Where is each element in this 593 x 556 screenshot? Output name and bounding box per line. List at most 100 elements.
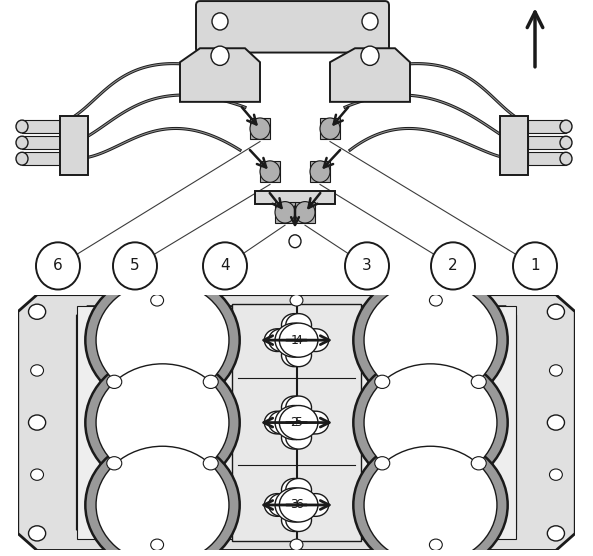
Circle shape: [28, 415, 46, 430]
Polygon shape: [260, 161, 280, 182]
Circle shape: [364, 281, 497, 399]
Circle shape: [353, 272, 508, 408]
Circle shape: [107, 456, 122, 470]
Circle shape: [320, 118, 340, 140]
Bar: [22, 136, 60, 149]
Text: 1: 1: [530, 259, 540, 274]
Text: 4: 4: [220, 259, 230, 274]
Circle shape: [85, 437, 240, 556]
Circle shape: [260, 161, 280, 182]
Circle shape: [353, 437, 508, 556]
Text: 5: 5: [295, 416, 302, 429]
Circle shape: [547, 415, 565, 430]
Circle shape: [560, 120, 572, 133]
Circle shape: [203, 242, 247, 290]
Bar: [500, 116, 528, 175]
Circle shape: [264, 494, 290, 517]
Circle shape: [345, 242, 389, 290]
Circle shape: [286, 344, 311, 366]
Circle shape: [375, 375, 390, 389]
Circle shape: [203, 375, 218, 389]
Circle shape: [286, 314, 311, 336]
Circle shape: [282, 314, 307, 336]
Circle shape: [28, 304, 46, 319]
Circle shape: [303, 329, 329, 351]
Polygon shape: [180, 48, 260, 102]
Circle shape: [264, 329, 290, 351]
Circle shape: [279, 405, 318, 440]
Circle shape: [151, 539, 164, 550]
Circle shape: [96, 281, 229, 399]
Circle shape: [303, 494, 329, 517]
Circle shape: [471, 456, 486, 470]
Bar: [22, 152, 60, 165]
Text: 6: 6: [53, 259, 63, 274]
Circle shape: [550, 365, 562, 376]
Text: 2: 2: [448, 259, 458, 274]
Circle shape: [279, 488, 318, 522]
Circle shape: [275, 405, 314, 440]
Circle shape: [113, 242, 157, 290]
Circle shape: [362, 13, 378, 30]
Circle shape: [289, 235, 301, 248]
Circle shape: [203, 456, 218, 470]
Circle shape: [286, 426, 311, 449]
Circle shape: [361, 46, 379, 66]
Circle shape: [269, 411, 294, 434]
Circle shape: [275, 323, 314, 357]
Circle shape: [299, 329, 324, 351]
Polygon shape: [275, 202, 295, 223]
Bar: [60, 116, 88, 175]
Polygon shape: [295, 202, 315, 223]
Bar: [76, 306, 291, 539]
Circle shape: [282, 509, 307, 532]
Circle shape: [303, 411, 329, 434]
Circle shape: [16, 136, 28, 149]
Circle shape: [282, 344, 307, 366]
Circle shape: [431, 242, 475, 290]
Polygon shape: [250, 118, 270, 140]
Circle shape: [211, 46, 229, 66]
Polygon shape: [310, 161, 330, 182]
Circle shape: [353, 354, 508, 491]
Circle shape: [85, 354, 240, 491]
Circle shape: [250, 118, 270, 140]
Text: 3: 3: [362, 259, 372, 274]
Circle shape: [429, 295, 442, 306]
Circle shape: [16, 152, 28, 165]
Text: 4: 4: [295, 334, 302, 346]
Circle shape: [275, 202, 295, 223]
Text: 3: 3: [291, 499, 298, 512]
Circle shape: [264, 411, 290, 434]
Circle shape: [310, 161, 330, 182]
Circle shape: [295, 202, 315, 223]
Circle shape: [550, 469, 562, 480]
Polygon shape: [18, 295, 575, 550]
Circle shape: [36, 242, 80, 290]
Circle shape: [279, 323, 318, 357]
Circle shape: [269, 494, 294, 517]
Circle shape: [31, 469, 43, 480]
Circle shape: [560, 136, 572, 149]
Circle shape: [364, 364, 497, 481]
Circle shape: [269, 329, 294, 351]
Circle shape: [547, 304, 565, 319]
Bar: [255, 191, 335, 203]
Circle shape: [96, 364, 229, 481]
Circle shape: [31, 365, 43, 376]
Circle shape: [282, 396, 307, 419]
Text: 1: 1: [291, 334, 298, 346]
Circle shape: [151, 295, 164, 306]
Circle shape: [282, 426, 307, 449]
Text: 6: 6: [295, 499, 302, 512]
Circle shape: [471, 375, 486, 389]
Circle shape: [28, 526, 46, 541]
Text: 2: 2: [291, 416, 298, 429]
Circle shape: [299, 411, 324, 434]
Circle shape: [299, 494, 324, 517]
Circle shape: [560, 152, 572, 165]
Bar: [528, 120, 566, 133]
Polygon shape: [76, 306, 517, 539]
Circle shape: [275, 488, 314, 522]
FancyBboxPatch shape: [196, 1, 389, 53]
